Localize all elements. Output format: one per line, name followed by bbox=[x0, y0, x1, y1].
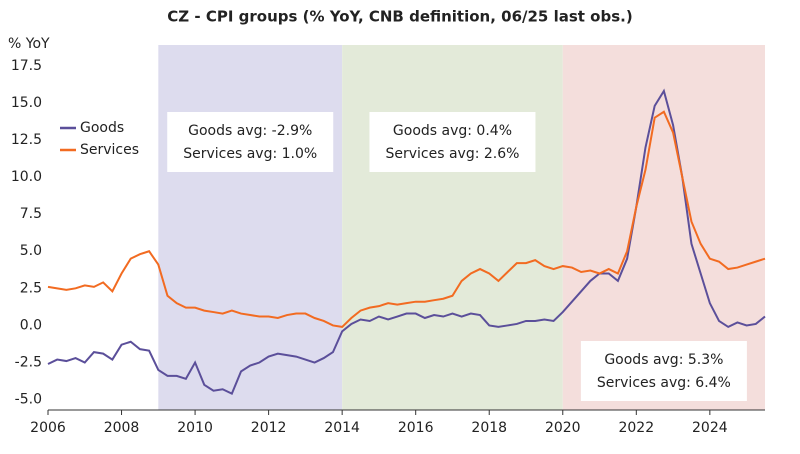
y-tick-label: 12.5 bbox=[11, 132, 42, 148]
x-tick-label: 2020 bbox=[545, 420, 581, 436]
y-tick-label: 7.5 bbox=[20, 206, 42, 222]
shaded-period bbox=[342, 45, 563, 410]
x-tick-label: 2010 bbox=[177, 420, 213, 436]
y-tick-label: 0.0 bbox=[20, 317, 42, 333]
annotation-text: Goods avg: 0.4% bbox=[393, 123, 512, 139]
annotation-text: Goods avg: 5.3% bbox=[604, 352, 723, 368]
y-tick-label: -2.5 bbox=[15, 355, 42, 371]
x-tick-label: 2018 bbox=[471, 420, 507, 436]
y-tick-label: 2.5 bbox=[20, 280, 42, 296]
y-tick-label: 17.5 bbox=[11, 58, 42, 74]
x-tick-label: 2016 bbox=[398, 420, 434, 436]
legend-label: Services bbox=[80, 142, 139, 158]
annotation-text: Services avg: 2.6% bbox=[385, 146, 519, 162]
y-tick-label: 10.0 bbox=[11, 169, 42, 185]
x-tick-label: 2012 bbox=[251, 420, 287, 436]
y-tick-label: 5.0 bbox=[20, 243, 42, 259]
x-tick-label: 2008 bbox=[104, 420, 140, 436]
series-line bbox=[47, 88, 766, 396]
y-tick-label: 15.0 bbox=[11, 95, 42, 111]
chart-title: CZ - CPI groups (% YoY, CNB definition, … bbox=[167, 8, 632, 26]
annotation-box bbox=[580, 341, 747, 401]
annotation-text: Services avg: 1.0% bbox=[183, 146, 317, 162]
annotation-text: Services avg: 6.4% bbox=[597, 375, 731, 391]
x-tick-label: 2024 bbox=[692, 420, 728, 436]
shaded-period bbox=[158, 45, 343, 410]
y-axis-label: % YoY bbox=[8, 36, 50, 52]
x-tick-label: 2006 bbox=[30, 420, 66, 436]
legend-label: Goods bbox=[80, 120, 124, 136]
annotation-box bbox=[369, 112, 536, 172]
series-line bbox=[47, 110, 766, 328]
annotation-box bbox=[167, 112, 334, 172]
annotation-text: Goods avg: -2.9% bbox=[188, 123, 312, 139]
y-tick-label: -5.0 bbox=[15, 392, 42, 408]
x-tick-label: 2022 bbox=[618, 420, 654, 436]
x-tick-label: 2014 bbox=[324, 420, 360, 436]
